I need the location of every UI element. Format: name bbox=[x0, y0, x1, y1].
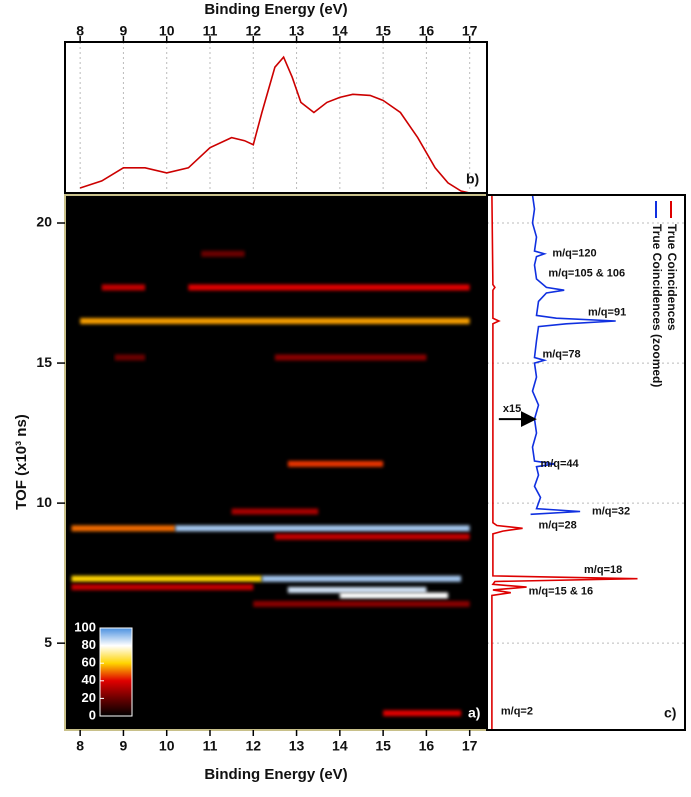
panel-c-frame bbox=[486, 194, 686, 731]
x-tick-label: 8 bbox=[76, 738, 84, 754]
heatmap-band bbox=[287, 586, 427, 593]
colorbar bbox=[99, 627, 133, 717]
x-tick-label: 9 bbox=[120, 738, 128, 754]
x-tick-label: 13 bbox=[289, 738, 305, 754]
bottom-x-axis-label: Binding Energy (eV) bbox=[204, 766, 347, 783]
x-tick-label: 15 bbox=[375, 738, 391, 754]
heatmap-band bbox=[188, 284, 470, 291]
y-tick-label: 5 bbox=[44, 634, 52, 650]
x-tick-label: 11 bbox=[203, 738, 218, 754]
heatmap-band bbox=[201, 250, 245, 257]
x-tick-label: 9 bbox=[120, 23, 128, 39]
colorbar-tick-label: 60 bbox=[82, 655, 96, 670]
x-tick-label: 8 bbox=[76, 23, 84, 39]
x-tick-label: 16 bbox=[419, 738, 435, 754]
x-tick-label: 12 bbox=[245, 23, 261, 39]
heatmap-band bbox=[261, 575, 462, 582]
heatmap-band bbox=[71, 584, 254, 591]
colorbar-tick-label: 20 bbox=[82, 690, 96, 705]
top-x-axis-label: Binding Energy (eV) bbox=[204, 1, 347, 18]
heatmap-band bbox=[101, 284, 146, 291]
panel-label: a) bbox=[468, 705, 480, 721]
x-tick-label: 13 bbox=[289, 23, 305, 39]
heatmap-band bbox=[80, 318, 470, 325]
peak-annotation: m/q=28 bbox=[538, 519, 576, 531]
colorbar-tick-label: 80 bbox=[82, 637, 96, 652]
arrow-label: x15 bbox=[503, 403, 521, 415]
heatmap-band bbox=[175, 525, 470, 532]
colorbar-tick-label: 40 bbox=[82, 672, 96, 687]
heatmap-band bbox=[71, 525, 176, 532]
x-tick-label: 12 bbox=[245, 738, 261, 754]
trace-line bbox=[530, 194, 616, 516]
peak-annotation: m/q=32 bbox=[592, 505, 630, 517]
x-tick-label: 14 bbox=[332, 23, 348, 39]
peak-annotation: m/q=18 bbox=[584, 564, 622, 576]
peak-annotation: m/q=78 bbox=[542, 349, 580, 361]
x-tick-label: 16 bbox=[419, 23, 435, 39]
x-tick-label: 15 bbox=[375, 23, 391, 39]
x-tick-label: 17 bbox=[462, 23, 478, 39]
heatmap-band bbox=[383, 710, 462, 717]
peak-annotation: m/q=91 bbox=[588, 307, 626, 319]
heatmap-band bbox=[71, 575, 262, 582]
peak-annotation: m/q=15 & 16 bbox=[529, 585, 594, 597]
panel-label: c) bbox=[664, 705, 676, 721]
heatmap-band bbox=[274, 533, 470, 540]
panel-label: b) bbox=[466, 171, 479, 187]
x-tick-label: 17 bbox=[462, 738, 478, 754]
x-tick-label: 14 bbox=[332, 738, 348, 754]
panel-b-frame bbox=[64, 41, 488, 194]
heatmap-band bbox=[339, 592, 449, 599]
y-axis-label: TOF (x10³ ns) bbox=[13, 414, 30, 510]
peak-annotation: m/q=105 & 106 bbox=[548, 267, 625, 279]
trace-line bbox=[491, 194, 638, 730]
peak-annotation: m/q=44 bbox=[540, 458, 579, 470]
legend-label: True Coincidences bbox=[665, 224, 679, 331]
heatmap-background bbox=[64, 194, 488, 731]
heatmap-band bbox=[253, 600, 470, 607]
heatmap-band bbox=[287, 460, 384, 467]
y-tick-label: 15 bbox=[36, 354, 52, 370]
colorbar-tick-label: 100 bbox=[74, 619, 96, 634]
x-tick-label: 10 bbox=[159, 23, 175, 39]
y-tick-label: 10 bbox=[36, 494, 52, 510]
peak-annotation: m/q=120 bbox=[552, 248, 596, 260]
heatmap bbox=[71, 250, 470, 717]
heatmap-band bbox=[231, 508, 319, 515]
heatmap-band bbox=[114, 354, 146, 361]
heatmap-band bbox=[274, 354, 427, 361]
spectrum-line bbox=[79, 55, 483, 194]
legend-label: True Coincidences (zoomed) bbox=[650, 224, 664, 387]
y-tick-label: 20 bbox=[36, 214, 52, 230]
peak-annotation: m/q=2 bbox=[501, 706, 533, 718]
x-tick-label: 10 bbox=[159, 738, 175, 754]
x-tick-label: 11 bbox=[203, 23, 218, 39]
colorbar-tick-label: 0 bbox=[89, 707, 96, 722]
